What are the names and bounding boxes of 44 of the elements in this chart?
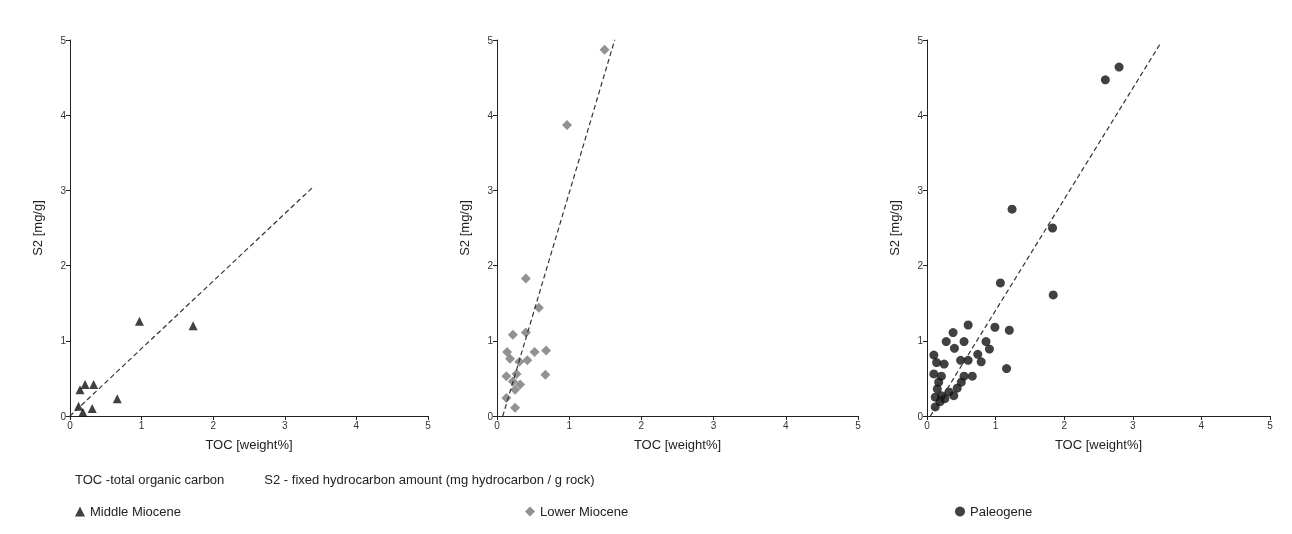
x-axis-title: TOC [weight%] bbox=[205, 437, 293, 452]
x-tick-label: 5 bbox=[855, 419, 862, 431]
y-tick-label: 1 bbox=[60, 335, 67, 347]
x-tick-label: 2 bbox=[638, 419, 645, 431]
y-tick-label: 5 bbox=[917, 34, 924, 46]
y-tick-label: 4 bbox=[917, 109, 924, 121]
y-tick-label: 3 bbox=[487, 184, 494, 196]
y-tick-label: 1 bbox=[487, 335, 494, 347]
y-tick-label: 4 bbox=[487, 109, 494, 121]
y-tick-label: 2 bbox=[487, 260, 494, 272]
x-tick-label: 2 bbox=[1061, 419, 1068, 431]
y-tick-label: 3 bbox=[917, 184, 924, 196]
y-tick-label: 0 bbox=[487, 410, 494, 422]
x-tick-label: 3 bbox=[710, 419, 717, 431]
y-tick-label: 1 bbox=[917, 335, 924, 347]
x-tick-label: 4 bbox=[783, 419, 790, 431]
x-tick-label: 3 bbox=[1130, 419, 1137, 431]
y-tick-label: 5 bbox=[60, 34, 67, 46]
x-tick-label: 1 bbox=[566, 419, 573, 431]
x-tick-label: 3 bbox=[282, 419, 289, 431]
x-tick-label: 1 bbox=[992, 419, 999, 431]
x-tick-label: 5 bbox=[425, 419, 432, 431]
y-axis-title: S2 [mg/g] bbox=[887, 200, 902, 256]
legend-label: Middle Miocene bbox=[90, 504, 182, 519]
y-tick-label: 3 bbox=[60, 184, 67, 196]
y-tick-label: 0 bbox=[917, 410, 924, 422]
y-axis-title: S2 [mg/g] bbox=[30, 200, 45, 256]
y-tick-label: 0 bbox=[60, 410, 67, 422]
text: S2 - fixed hydrocarbon amount (mg hydrocarbon / g rock) bbox=[264, 472, 595, 487]
x-tick-label: 2 bbox=[210, 419, 217, 431]
y-axis-title: S2 [mg/g] bbox=[457, 200, 472, 256]
y-tick-label: 2 bbox=[917, 260, 924, 272]
x-tick-label: 1 bbox=[138, 419, 145, 431]
x-axis-title: TOC [weight%] bbox=[633, 437, 722, 452]
x-tick-label: 5 bbox=[1267, 419, 1274, 431]
legend-label: Paleogene bbox=[970, 504, 1033, 519]
x-tick-label: 4 bbox=[353, 419, 360, 431]
legend-label: Lower Miocene bbox=[540, 504, 629, 519]
y-tick-label: 2 bbox=[60, 260, 67, 272]
text: TOC -total organic carbon bbox=[75, 472, 225, 487]
y-tick-label: 4 bbox=[60, 109, 67, 121]
x-tick-label: 4 bbox=[1198, 419, 1205, 431]
y-tick-label: 5 bbox=[487, 34, 494, 46]
x-axis-title: TOC [weight%] bbox=[1054, 437, 1143, 452]
